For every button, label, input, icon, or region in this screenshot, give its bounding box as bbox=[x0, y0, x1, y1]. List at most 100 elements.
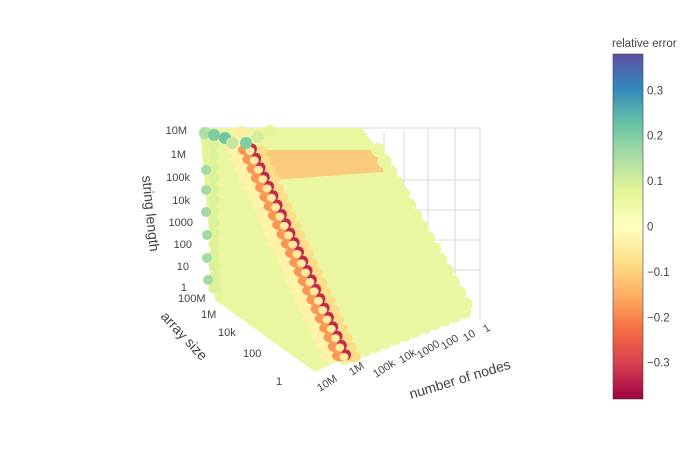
corner-blob bbox=[240, 137, 252, 149]
colorbar-tick: 0.1 bbox=[647, 176, 663, 188]
data-surface bbox=[199, 125, 473, 372]
surface-edge-blob bbox=[208, 260, 220, 272]
surface-edge-blob bbox=[358, 343, 372, 357]
x-tick: 100 bbox=[439, 332, 461, 352]
corner-blob bbox=[235, 126, 247, 138]
corner-blob bbox=[226, 137, 238, 149]
surface-edge-blob bbox=[377, 154, 392, 168]
colorbar-tick: −0.1 bbox=[647, 267, 670, 279]
corner-blob bbox=[203, 275, 213, 285]
surface-edge-blob bbox=[402, 198, 417, 212]
band-highlight bbox=[322, 315, 332, 324]
colorbar-tick: 0 bbox=[647, 222, 653, 234]
x-tick: 100k bbox=[371, 357, 398, 380]
y-tick: 10k bbox=[218, 327, 236, 339]
surface-edge-blob bbox=[368, 340, 382, 354]
corner-blob bbox=[202, 230, 212, 240]
surface-edge-blob bbox=[428, 317, 442, 331]
band-highlight bbox=[339, 352, 349, 361]
surface-edge-blob bbox=[208, 238, 220, 250]
colorbar: relative error 0.3 0.2 0.1 0 −0.1 −0.2 −0.3 bbox=[612, 38, 677, 400]
corner-blob bbox=[264, 125, 276, 137]
corner-blob bbox=[252, 131, 264, 143]
x-tick: 1M bbox=[347, 360, 366, 378]
surface-edge-blob bbox=[389, 176, 404, 190]
surface-edge-blob bbox=[208, 161, 220, 173]
z-tick: 10M bbox=[166, 125, 187, 137]
surface-upper-strip bbox=[262, 150, 384, 180]
surface-edge-blob bbox=[420, 231, 435, 245]
band-highlight bbox=[301, 268, 311, 277]
z-tick: 10 bbox=[177, 261, 189, 273]
corner-blob bbox=[201, 165, 211, 175]
corner-blob bbox=[202, 253, 212, 263]
surface-edge-blob bbox=[439, 264, 454, 278]
band-highlight bbox=[305, 278, 315, 287]
band-highlight bbox=[271, 203, 281, 212]
z-tick: 100k bbox=[166, 172, 190, 184]
x-axis-title: number of nodes bbox=[407, 356, 512, 402]
x-tick: 10k bbox=[397, 347, 419, 367]
surface-edge-blob bbox=[208, 205, 220, 217]
surface-edge-blob bbox=[208, 194, 220, 206]
surface-edge-blob bbox=[208, 183, 220, 195]
surface-edge-blob bbox=[448, 309, 462, 323]
surface-edge-blob bbox=[438, 313, 452, 327]
band-highlight bbox=[258, 175, 268, 184]
band-highlight bbox=[266, 193, 276, 202]
surface-edge-blob bbox=[418, 321, 432, 335]
y-tick: 100 bbox=[243, 348, 261, 360]
x-tick: 10 bbox=[461, 328, 478, 345]
surface-edge-blob bbox=[208, 216, 220, 228]
surface-edge-blob bbox=[208, 150, 220, 162]
z-axis: 10M 1M 100k 10k 1000 100 10 1 string len… bbox=[139, 125, 193, 294]
surface-edge-blob bbox=[208, 172, 220, 184]
surface-edge-blob bbox=[458, 305, 472, 319]
surface-edge-blob bbox=[408, 324, 422, 338]
band-highlight bbox=[275, 212, 285, 221]
band-highlight bbox=[313, 296, 323, 305]
band-highlight bbox=[254, 165, 264, 174]
surface-edge-blob bbox=[414, 220, 429, 234]
band-highlight bbox=[335, 343, 345, 352]
y-tick: 1 bbox=[276, 376, 282, 388]
y-tick: 1M bbox=[201, 309, 216, 321]
z-tick: 1000 bbox=[169, 217, 193, 229]
corner-blob bbox=[201, 207, 211, 217]
band-highlight bbox=[283, 231, 293, 240]
band-highlight bbox=[318, 306, 328, 315]
band-highlight bbox=[292, 249, 302, 258]
surface-edge-blob bbox=[371, 143, 385, 157]
corner-blob bbox=[199, 127, 211, 139]
surface-edge-blob bbox=[208, 139, 220, 151]
band-highlight bbox=[245, 147, 255, 155]
x-tick: 1000 bbox=[415, 338, 442, 361]
surface-edge-blob bbox=[433, 253, 448, 267]
surface-edge-blob bbox=[378, 336, 392, 350]
band-highlight bbox=[262, 184, 272, 193]
surface-edge-blob bbox=[383, 165, 398, 179]
band-highlight bbox=[331, 334, 340, 343]
colorbar-ticks: 0.3 0.2 0.1 0 −0.1 −0.2 −0.3 bbox=[647, 85, 670, 369]
band-highlight bbox=[326, 324, 336, 333]
surface-edge-blob bbox=[408, 209, 423, 223]
y-tick: 100M bbox=[178, 293, 206, 305]
surface-edge-blob bbox=[388, 332, 402, 346]
x-tick: 1 bbox=[481, 322, 493, 335]
band-highlight bbox=[309, 287, 319, 296]
band-highlight bbox=[296, 259, 306, 268]
colorbar-tick: −0.3 bbox=[647, 358, 670, 370]
z-tick: 1M bbox=[171, 149, 186, 161]
surface-edge-blob bbox=[398, 328, 412, 342]
z-axis-title: string length bbox=[139, 175, 163, 253]
z-tick: 10k bbox=[172, 195, 190, 207]
surface-edge-blob bbox=[395, 187, 410, 201]
surface-edge-blob bbox=[208, 282, 220, 294]
colorbar-gradient bbox=[612, 53, 644, 400]
colorbar-tick: −0.2 bbox=[647, 312, 670, 324]
surface-edge-blob bbox=[445, 275, 460, 289]
colorbar-tick: 0.2 bbox=[647, 131, 663, 143]
band-highlight bbox=[279, 221, 289, 230]
corner-blob bbox=[201, 185, 211, 195]
